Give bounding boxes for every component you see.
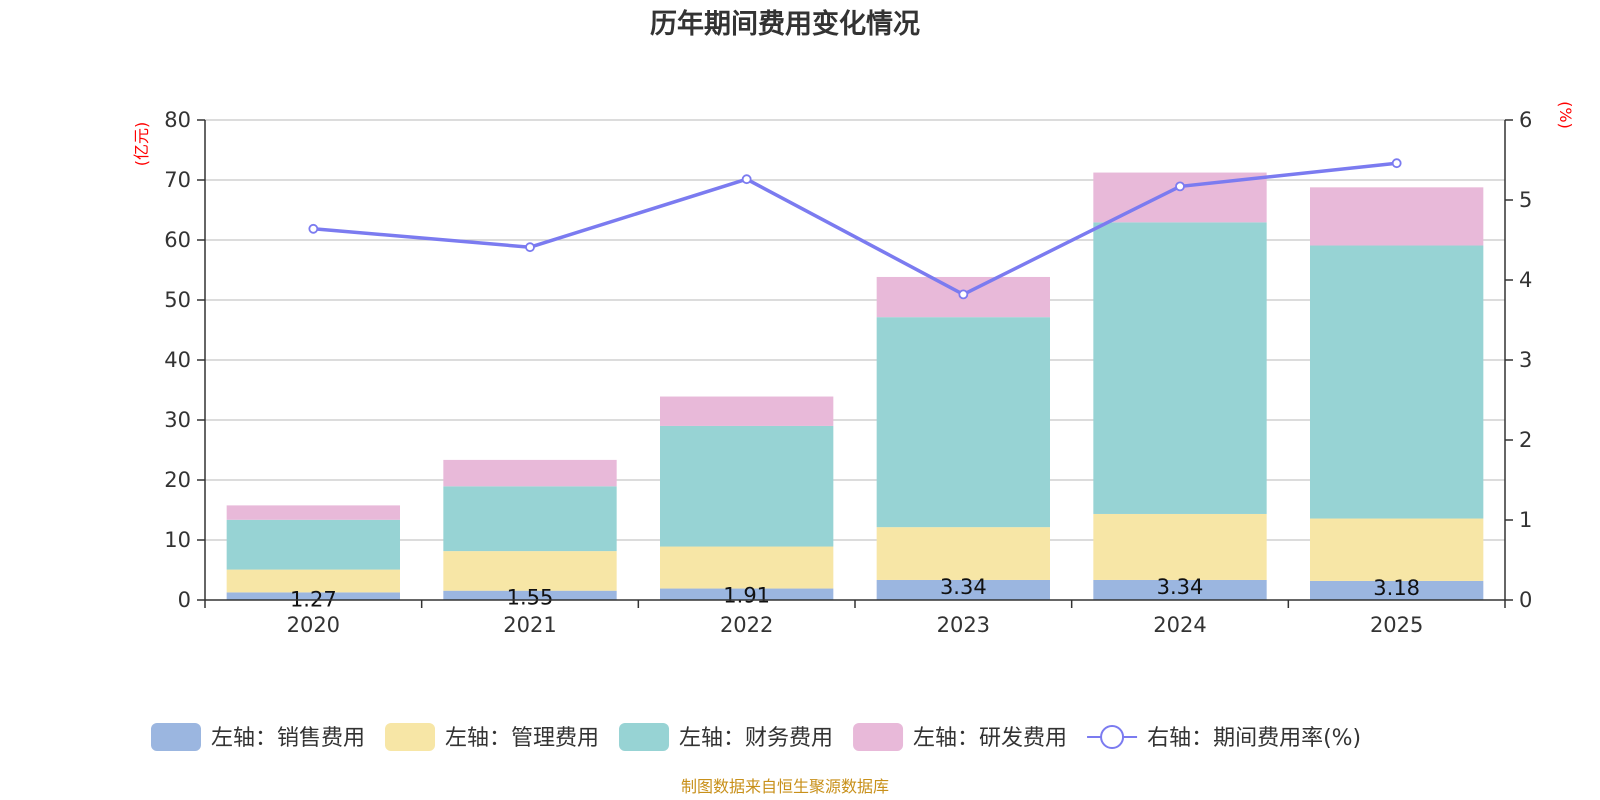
bar-segment-2 bbox=[443, 486, 617, 552]
legend-swatch bbox=[151, 723, 201, 751]
bar-segment-3 bbox=[660, 396, 834, 426]
bar-segment-0 bbox=[660, 588, 834, 600]
rate-line bbox=[308, 158, 1402, 300]
bar-value-label: 3.34 bbox=[1157, 575, 1204, 599]
legend-swatch bbox=[619, 723, 670, 751]
left-axis-tick-label: 80 bbox=[164, 108, 191, 132]
legend-label: 左轴：销售费用 bbox=[211, 726, 365, 751]
bar-segment-1 bbox=[1310, 518, 1484, 581]
rate-point bbox=[1175, 181, 1185, 192]
chart-title: 历年期间费用变化情况 bbox=[650, 8, 920, 40]
left-axis-tick-label: 40 bbox=[164, 348, 191, 372]
right-axis-tick-label: 6 bbox=[1519, 108, 1532, 132]
bar-segment-0 bbox=[876, 579, 1050, 600]
left-axis-tick-label: 70 bbox=[164, 168, 191, 192]
right-axis-unit: (%) bbox=[1556, 101, 1575, 129]
legend-label: 右轴：期间费用率(%) bbox=[1147, 726, 1361, 751]
left-axis-tick-label: 10 bbox=[164, 528, 191, 552]
legend-item: 左轴：财务费用 bbox=[619, 723, 833, 751]
bar-segment-2 bbox=[660, 425, 834, 547]
bar-segment-3 bbox=[226, 505, 400, 520]
right-axis-tick-label: 0 bbox=[1519, 588, 1532, 612]
legend-item: 右轴：期间费用率(%) bbox=[1087, 725, 1361, 751]
bar-segment-1 bbox=[1093, 513, 1267, 580]
left-axis-unit: (亿元) bbox=[132, 122, 151, 167]
bar-segment-1 bbox=[443, 551, 617, 591]
bar-segment-2 bbox=[226, 519, 400, 570]
left-axis-tick-label: 60 bbox=[164, 228, 191, 252]
legend-label: 左轴：管理费用 bbox=[445, 726, 599, 751]
legend-label: 左轴：研发费用 bbox=[913, 726, 1067, 751]
bar-segment-0 bbox=[1093, 579, 1267, 600]
bar-value-label: 1.55 bbox=[507, 586, 554, 610]
grid bbox=[205, 119, 1505, 541]
bar-segment-0 bbox=[443, 590, 617, 600]
bar-segment-1 bbox=[660, 546, 834, 589]
rate-point bbox=[308, 223, 319, 234]
bars: 1.27 1.55 1.91 3.34 3.34 3.18 bbox=[226, 172, 1484, 611]
right-axis-tick-label: 5 bbox=[1519, 188, 1532, 212]
source-note: 制图数据来自恒生聚源数据库 bbox=[681, 777, 889, 796]
legend-item: 左轴：管理费用 bbox=[385, 723, 599, 751]
left-axis-tick-label: 30 bbox=[164, 408, 191, 432]
bar-segment-3 bbox=[443, 459, 617, 487]
legend-marker bbox=[1100, 725, 1125, 749]
x-axis-tick-label: 2021 bbox=[503, 613, 556, 637]
bar-segment-3 bbox=[1310, 187, 1484, 246]
x-axis-tick-label: 2020 bbox=[287, 613, 340, 637]
bar-value-label: 3.34 bbox=[940, 575, 987, 599]
rate-point bbox=[1391, 158, 1402, 169]
x-axis-tick-label: 2025 bbox=[1370, 613, 1423, 637]
legend-item: 左轴：研发费用 bbox=[853, 723, 1067, 751]
bar-segment-1 bbox=[226, 569, 400, 593]
right-axis-tick-label: 4 bbox=[1519, 268, 1532, 292]
x-axis-tick-label: 2022 bbox=[720, 613, 773, 637]
bar-segment-0 bbox=[1310, 580, 1484, 600]
rate-point bbox=[958, 289, 969, 300]
right-axis-tick-label: 2 bbox=[1519, 428, 1532, 452]
x-axis-tick-label: 2024 bbox=[1153, 613, 1206, 637]
left-axis-tick-label: 20 bbox=[164, 468, 191, 492]
right-axis-tick-label: 1 bbox=[1519, 508, 1532, 532]
left-axis-tick-label: 50 bbox=[164, 288, 191, 312]
legend: 左轴：销售费用 左轴：管理费用 左轴：财务费用 左轴：研发费用 右轴：期间费用率(%) bbox=[151, 723, 1361, 751]
bar-segment-1 bbox=[876, 527, 1050, 580]
rate-point bbox=[741, 174, 752, 185]
right-axis-tick-label: 3 bbox=[1519, 348, 1532, 372]
legend-item: 左轴：销售费用 bbox=[151, 723, 365, 751]
bar-segment-2 bbox=[876, 317, 1050, 528]
legend-swatch bbox=[385, 723, 436, 751]
bar-value-label: 1.91 bbox=[723, 584, 770, 608]
x-axis-tick-label: 2023 bbox=[937, 613, 990, 637]
axes: 0 10 20 30 40 50 60 70 80 0 1 2 3 4 5 6 2020 2021 2022 2023… bbox=[164, 108, 1532, 637]
bar-segment-2 bbox=[1093, 222, 1267, 514]
bar-segment-2 bbox=[1310, 245, 1484, 519]
rate-polyline bbox=[313, 161, 1397, 297]
legend-label: 左轴：财务费用 bbox=[679, 726, 833, 751]
legend-swatch bbox=[853, 723, 904, 751]
bar-value-label: 3.18 bbox=[1373, 576, 1420, 600]
left-axis-tick-label: 0 bbox=[178, 588, 191, 612]
bar-segment-0 bbox=[226, 592, 400, 600]
rate-point bbox=[525, 242, 535, 253]
